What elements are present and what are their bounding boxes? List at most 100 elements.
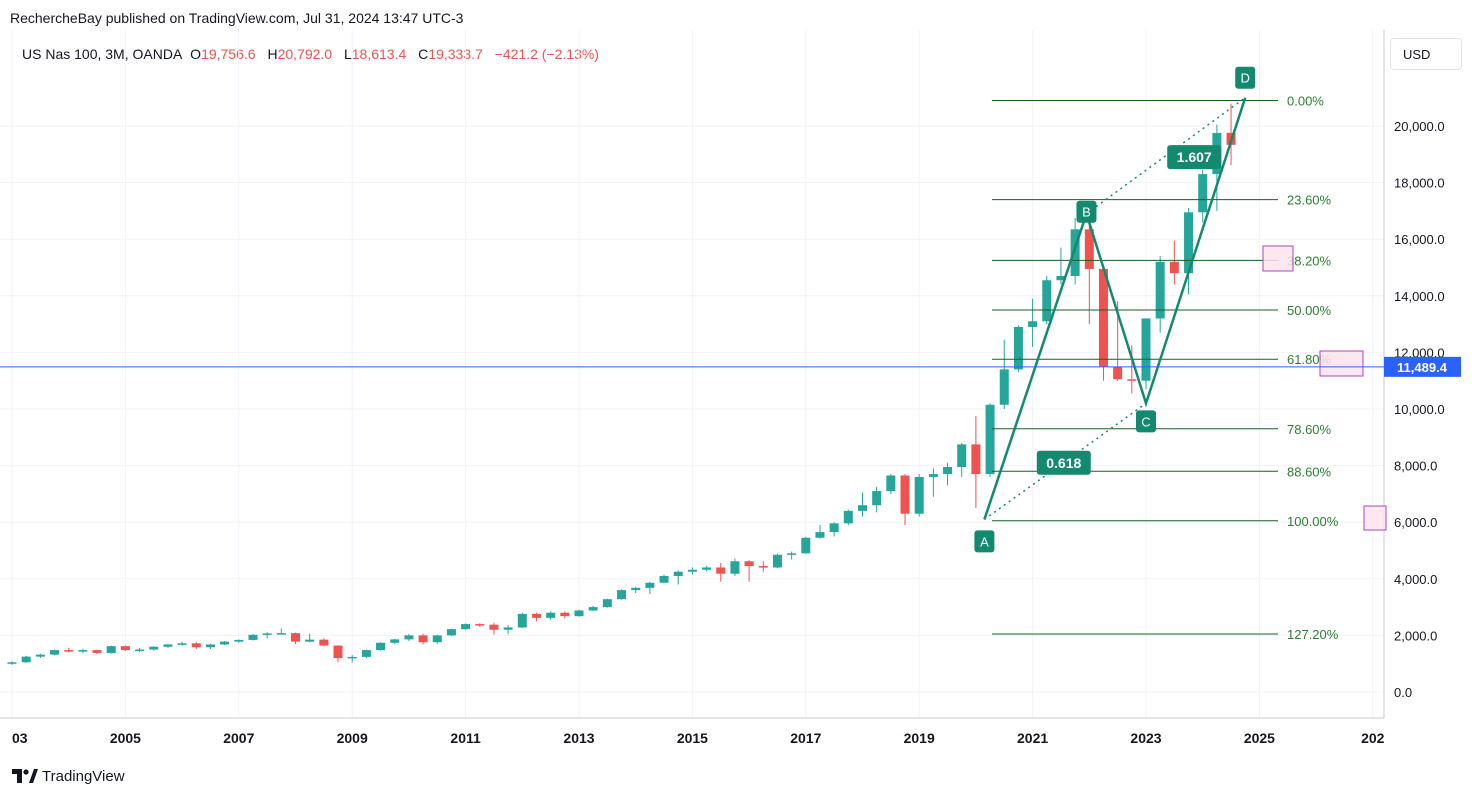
- candle-body: [489, 624, 499, 630]
- footer-brand: TradingView: [42, 767, 125, 785]
- close-value: 19,333.7: [428, 46, 483, 62]
- candle-body: [276, 633, 286, 635]
- candle-body: [602, 599, 612, 608]
- candle-body: [21, 656, 31, 663]
- candle-body: [475, 624, 485, 626]
- ratio-label: 0.618: [1046, 455, 1081, 471]
- candle-body: [291, 633, 300, 642]
- candle-body: [588, 607, 598, 611]
- x-tick-label: 2019: [904, 730, 935, 746]
- candle-body: [446, 629, 456, 636]
- pattern-point-label: A: [980, 534, 989, 549]
- candle-body: [1042, 280, 1052, 322]
- candle-body: [376, 642, 386, 651]
- candle-body: [900, 475, 910, 514]
- candle-body: [730, 561, 740, 574]
- candle-body: [801, 537, 811, 554]
- candle-body: [985, 404, 995, 475]
- candle-body: [957, 444, 967, 468]
- y-tick-label: 16,000.0: [1394, 232, 1445, 247]
- candle-body: [971, 444, 981, 475]
- candle-body: [843, 510, 853, 524]
- candle-body: [390, 639, 400, 643]
- price-chart[interactable]: 0.0 2,000.0 4,000.0 6,000.0 8,000.0 10,000.0 1…: [0, 0, 1479, 760]
- y-tick-label: 18,000.0: [1394, 176, 1445, 191]
- fib-level-label: 78.60%: [1287, 422, 1332, 437]
- candle-body: [1070, 229, 1080, 276]
- close-label: C: [418, 46, 429, 62]
- fib-level-label: 23.60%: [1287, 193, 1332, 208]
- candle-body: [361, 650, 371, 657]
- x-tick-label: 2005: [110, 730, 141, 746]
- candle-body: [1098, 268, 1108, 367]
- x-tick-label: 2021: [1017, 730, 1048, 746]
- current-price-tag: [1384, 356, 1461, 377]
- y-tick-label: 6,000.0: [1394, 515, 1437, 530]
- price-zone-box: [1262, 245, 1294, 272]
- open-value: 19,756.6: [201, 46, 256, 62]
- candle-body: [333, 645, 343, 659]
- low-label: L: [343, 46, 352, 62]
- candle-body: [517, 613, 527, 628]
- candle-body: [120, 646, 130, 651]
- y-tick-label: 8,000.0: [1394, 459, 1437, 474]
- open-label: O: [190, 46, 202, 62]
- candle-body: [262, 633, 272, 635]
- ratio-label: 1.607: [1177, 149, 1212, 165]
- symbol-name[interactable]: US Nas 100, 3M, OANDA: [22, 46, 183, 62]
- x-tick-label: 2017: [790, 730, 821, 746]
- candle-body: [78, 650, 88, 652]
- y-tick-label: 14,000.0: [1394, 289, 1445, 304]
- high-label: H: [267, 46, 278, 62]
- candle-body: [687, 569, 697, 572]
- candle-body: [92, 650, 102, 653]
- candle-body: [404, 635, 414, 640]
- x-tick-label: 2011: [450, 730, 481, 746]
- candle-body: [234, 639, 244, 642]
- footer: TradingView: [12, 766, 125, 786]
- candle-body: [220, 641, 230, 645]
- candle-body: [829, 523, 839, 533]
- candle-body: [503, 627, 513, 630]
- candle-body: [1155, 261, 1165, 319]
- candle-body: [1169, 261, 1179, 274]
- candle-body: [177, 643, 187, 645]
- pattern-point-badge: [1136, 410, 1156, 433]
- fib-level-label: 127.20%: [1287, 627, 1339, 642]
- abcd-pattern: A B C D 1.607 0.618: [974, 66, 1256, 553]
- candle-body: [702, 567, 712, 570]
- candle-body: [135, 649, 145, 652]
- candle-body: [1198, 174, 1208, 213]
- ratio-badge: [1167, 145, 1222, 170]
- current-price-label: 11,489.4: [1397, 360, 1448, 375]
- pattern-point-label: C: [1141, 414, 1150, 429]
- candle-body: [772, 554, 782, 568]
- candle-body: [432, 635, 442, 643]
- candle-body: [914, 476, 924, 514]
- candle-body: [248, 634, 258, 640]
- candle-body: [617, 590, 627, 600]
- candle-body: [50, 650, 60, 655]
- candle-body: [163, 644, 173, 647]
- candle-body: [1028, 321, 1038, 327]
- candle-body: [191, 643, 201, 648]
- candle-body: [758, 566, 768, 568]
- candle-body: [1013, 326, 1023, 370]
- fib-level-label: 100.00%: [1287, 514, 1339, 529]
- chart-axes: 0.0 2,000.0 4,000.0 6,000.0 8,000.0 10,000.0 1…: [0, 30, 1445, 746]
- fib-retracement: 0.00%23.60%38.20%50.00%61.80%78.60%88.60…: [992, 94, 1339, 642]
- pattern-point-badge: [1076, 200, 1097, 223]
- candle-body: [546, 612, 556, 618]
- currency-button[interactable]: USD: [1390, 38, 1462, 70]
- y-tick-label: 2,000.0: [1394, 628, 1437, 643]
- candle-body: [999, 369, 1009, 405]
- fib-level-label: 88.60%: [1287, 464, 1332, 479]
- x-tick-label: 2009: [337, 730, 368, 746]
- pattern-point-badge: [1235, 66, 1256, 89]
- fib-level-label: 0.00%: [1287, 94, 1324, 109]
- price-zone-box: [1319, 350, 1364, 377]
- published-line: RechercheBay published on TradingView.co…: [10, 10, 464, 26]
- candle-body: [645, 582, 655, 588]
- candle-body: [659, 575, 669, 583]
- fib-level-label: 38.20%: [1287, 253, 1332, 268]
